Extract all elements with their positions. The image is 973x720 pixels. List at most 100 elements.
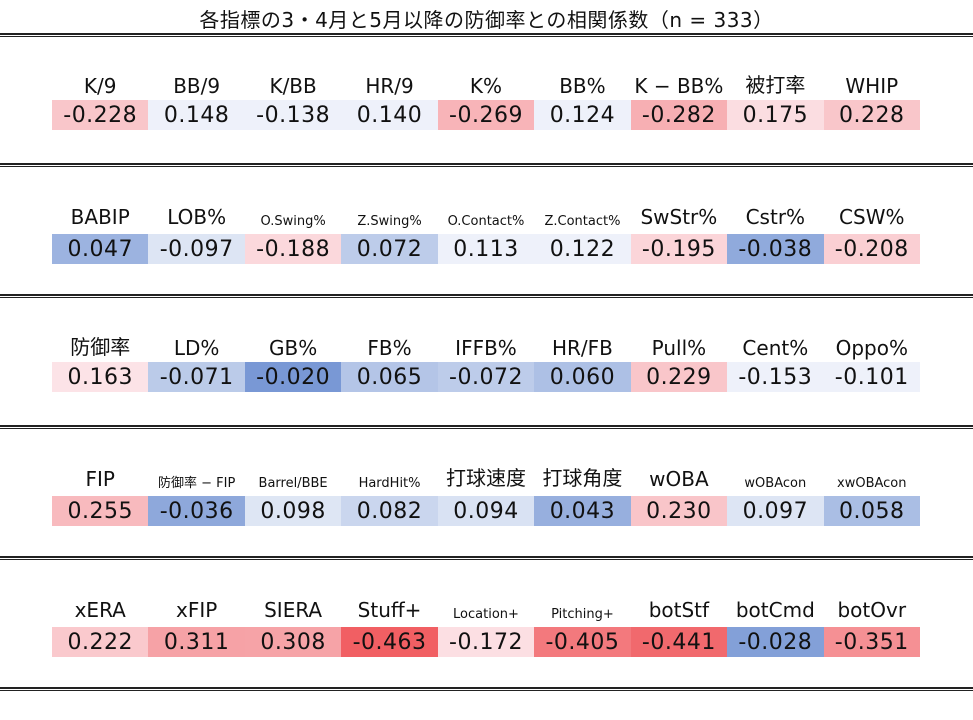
metric-header: BB%	[559, 74, 606, 98]
metric-header: K − BB%	[634, 74, 724, 98]
correlation-value: 0.222	[52, 627, 149, 657]
correlation-value: -0.228	[52, 100, 149, 130]
metric-header: Stuff+	[357, 598, 422, 622]
metric-header: K/BB	[269, 74, 317, 98]
metric-header: xFIP	[176, 598, 218, 622]
correlation-value: -0.038	[727, 234, 824, 264]
metric-header: HardHit%	[358, 476, 421, 491]
metric-header: Pull%	[651, 336, 707, 360]
section-divider	[0, 425, 973, 429]
metric-header: Cent%	[742, 336, 809, 360]
correlation-value: 0.163	[52, 362, 149, 392]
correlation-value: -0.153	[727, 362, 824, 392]
correlation-value: -0.188	[244, 234, 342, 264]
metric-header: K/9	[83, 74, 117, 98]
correlation-value: 0.060	[534, 362, 631, 392]
correlation-value: 0.072	[341, 234, 438, 264]
metric-header: Z.Swing%	[357, 214, 422, 229]
metric-header: botStf	[648, 598, 710, 622]
metric-header: O.Swing%	[260, 214, 326, 229]
metric-header: FIP	[85, 467, 115, 491]
section-divider	[0, 294, 973, 298]
correlation-value: 0.228	[823, 100, 920, 130]
metric-header: SIERA	[264, 598, 323, 622]
metric-header: botOvr	[837, 598, 907, 622]
section-divider	[0, 687, 973, 691]
correlation-value: 0.058	[823, 496, 920, 526]
correlation-value: 0.230	[630, 496, 728, 526]
metric-header: K%	[469, 74, 503, 98]
correlation-value: -0.195	[630, 234, 728, 264]
correlation-value: -0.020	[244, 362, 342, 392]
correlation-value: 0.229	[630, 362, 728, 392]
metric-header: xwOBAcon	[837, 476, 907, 491]
metric-table-section: FIP 防御率 − FIP Barrel/BBE HardHit% 打球速度 打球角度 wO…	[52, 457, 920, 526]
metric-header: Location+	[453, 607, 519, 622]
metric-header: BB/9	[173, 74, 221, 98]
correlation-value: -0.405	[534, 627, 631, 657]
metric-header: Z.Contact%	[544, 214, 621, 229]
metric-header: 防御率 − FIP	[158, 476, 236, 491]
metric-header: Oppo%	[835, 336, 908, 360]
correlation-value: 0.148	[148, 100, 245, 130]
correlation-value: -0.101	[823, 362, 920, 392]
metric-header: Pitching+	[551, 607, 614, 622]
metric-header: WHIP	[845, 74, 899, 98]
metric-table-section: BABIP LOB% O.Swing% Z.Swing% O.Contact% Z.Con…	[52, 195, 920, 264]
section-divider	[0, 163, 973, 167]
correlation-value: 0.140	[341, 100, 438, 130]
metric-header: GB%	[268, 336, 318, 360]
metric-header: Cstr%	[745, 205, 806, 229]
metric-table-section: xERA xFIP SIERA Stuff+ Location+ Pitching+ bot…	[52, 588, 920, 657]
section-divider	[0, 33, 973, 37]
metric-header: wOBA	[649, 467, 709, 491]
metric-header: 被打率	[745, 73, 806, 97]
correlation-value: 0.122	[534, 234, 631, 264]
metric-header: 防御率	[70, 335, 131, 359]
metric-table-section: K/9 BB/9 K/BB HR/9 K% BB% K − BB% 被打率 WHIP -0.228…	[52, 64, 920, 130]
metric-header: wOBAcon	[744, 476, 807, 491]
correlation-value: 0.113	[437, 234, 535, 264]
metric-header: HR/9	[365, 74, 414, 98]
metric-table-section: 防御率 LD% GB% FB% IFFB% HR/FB Pull% Cent% Oppo% 0.1…	[52, 326, 920, 392]
correlation-value: -0.463	[341, 627, 438, 657]
metric-header: SwStr%	[640, 205, 718, 229]
correlation-value: 0.043	[534, 496, 631, 526]
metric-header: xERA	[74, 598, 126, 622]
correlation-value: 0.175	[727, 100, 824, 130]
metric-header: CSW%	[839, 205, 905, 229]
correlation-value: -0.441	[630, 627, 728, 657]
correlation-value: -0.282	[630, 100, 728, 130]
metric-header: botCmd	[735, 598, 815, 622]
correlation-value: -0.269	[437, 100, 535, 130]
correlation-value: 0.124	[534, 100, 631, 130]
metric-header: O.Contact%	[447, 214, 525, 229]
correlation-value: 0.094	[437, 496, 535, 526]
correlation-value: -0.036	[148, 496, 245, 526]
metric-header: LOB%	[167, 205, 227, 229]
correlation-value: 0.308	[244, 627, 342, 657]
page-title: 各指標の3・4月と5月以降の防御率との相関係数（n = 333）	[199, 8, 774, 32]
correlation-value: -0.028	[727, 627, 824, 657]
metric-header: Barrel/BBE	[258, 476, 328, 491]
section-divider	[0, 556, 973, 560]
correlation-value: 0.097	[727, 496, 824, 526]
correlation-value: -0.097	[148, 234, 245, 264]
correlation-value: -0.172	[437, 627, 535, 657]
metric-header: LD%	[173, 336, 220, 360]
correlation-value: -0.071	[148, 362, 245, 392]
metric-header: FB%	[367, 336, 412, 360]
metric-header: BABIP	[70, 205, 130, 229]
metric-header: 打球角度	[542, 466, 623, 490]
correlation-value: 0.065	[341, 362, 438, 392]
metric-header: HR/FB	[551, 336, 613, 360]
correlation-value: -0.072	[437, 362, 535, 392]
correlation-value: -0.208	[823, 234, 920, 264]
correlation-value: 0.098	[244, 496, 342, 526]
correlation-value: 0.082	[341, 496, 438, 526]
correlation-value: -0.351	[823, 627, 920, 657]
correlation-value: -0.138	[244, 100, 342, 130]
metric-header: 打球速度	[445, 466, 526, 490]
correlation-value: 0.047	[52, 234, 149, 264]
metric-header: IFFB%	[455, 336, 517, 360]
